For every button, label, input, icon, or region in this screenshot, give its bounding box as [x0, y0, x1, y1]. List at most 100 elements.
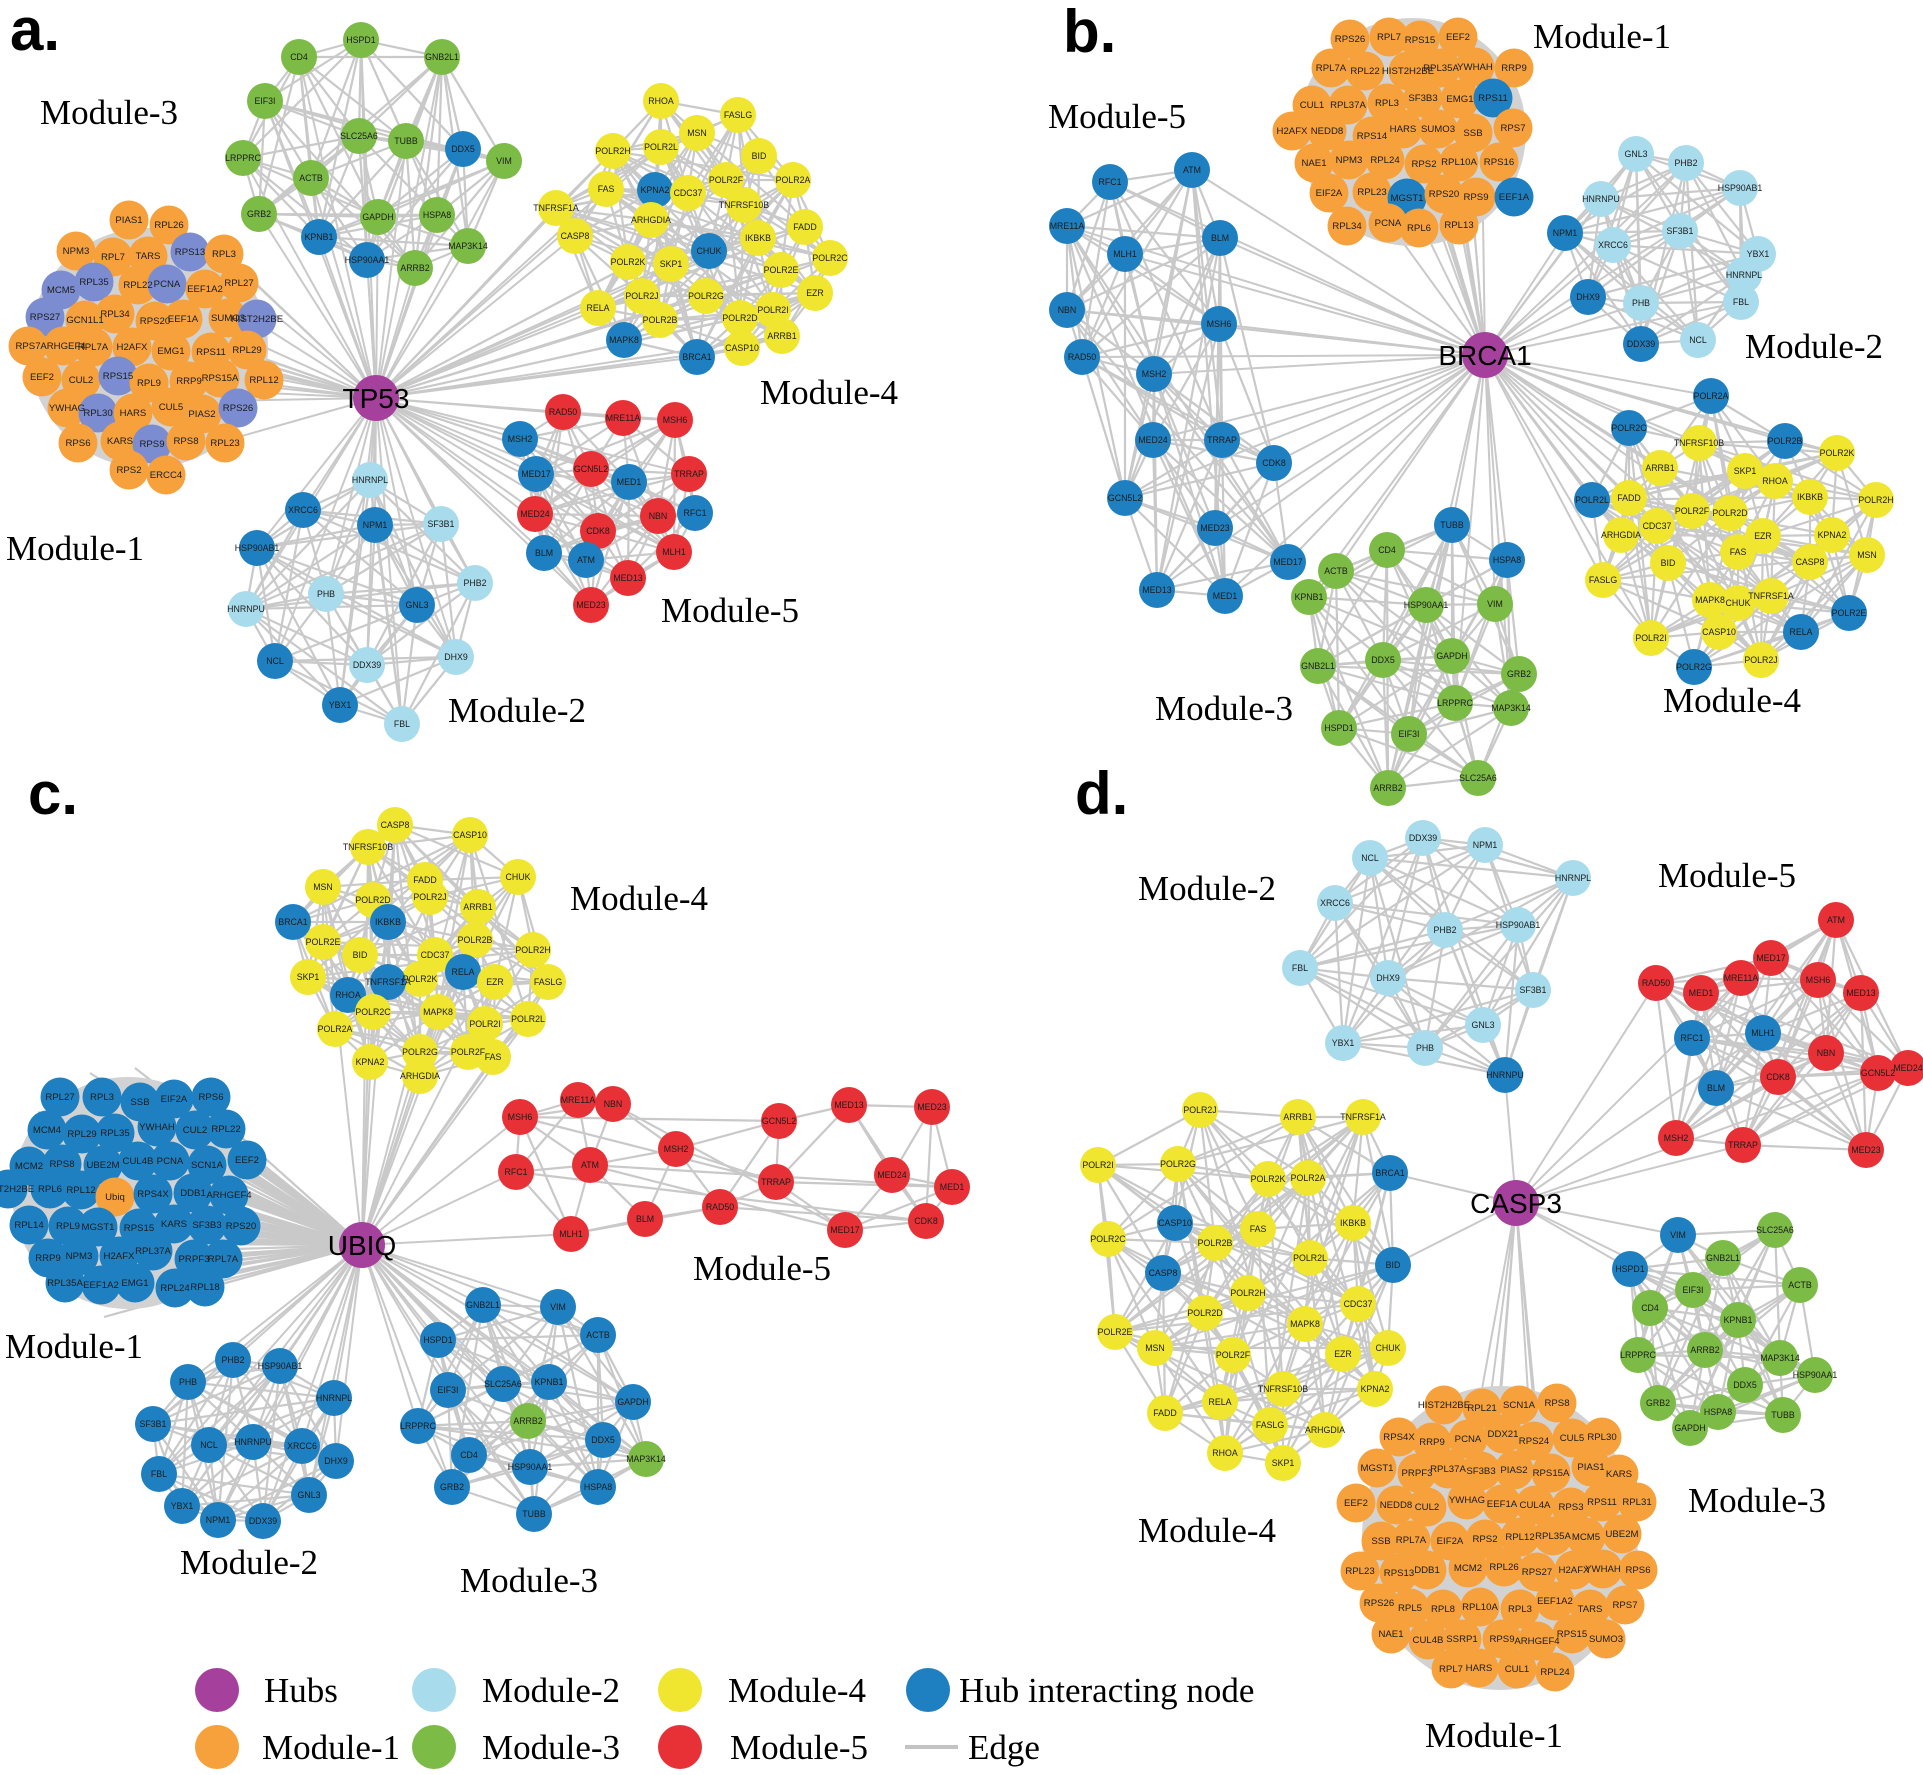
svg-text:Module-2: Module-2 — [1138, 869, 1276, 908]
svg-text:ATM: ATM — [1183, 165, 1201, 175]
svg-text:SKP1: SKP1 — [1734, 466, 1757, 476]
svg-text:FBL: FBL — [151, 1469, 167, 1479]
svg-text:RPL7: RPL7 — [101, 252, 125, 263]
svg-text:RRP9: RRP9 — [35, 1253, 61, 1264]
svg-text:TNFRSF10B: TNFRSF10B — [1674, 438, 1724, 448]
svg-text:RPL9: RPL9 — [56, 1221, 80, 1232]
svg-text:CDK8: CDK8 — [1766, 1072, 1790, 1082]
svg-text:VIM: VIM — [1670, 1230, 1686, 1240]
svg-text:MSH6: MSH6 — [508, 1112, 533, 1122]
svg-text:FADD: FADD — [793, 222, 816, 232]
svg-text:CASP8: CASP8 — [381, 820, 410, 830]
svg-text:NCL: NCL — [1689, 335, 1707, 345]
svg-text:MED17: MED17 — [1756, 953, 1785, 963]
svg-text:MED24: MED24 — [1893, 1063, 1922, 1073]
svg-text:POLR2D: POLR2D — [1187, 1308, 1222, 1318]
svg-text:TUBB: TUBB — [522, 1509, 546, 1519]
svg-text:POLR2H: POLR2H — [515, 945, 550, 955]
svg-text:MAP3K14: MAP3K14 — [1760, 1353, 1800, 1363]
svg-text:SF3B1: SF3B1 — [428, 519, 455, 529]
svg-text:FADD: FADD — [413, 875, 436, 885]
svg-text:EIF3I: EIF3I — [254, 96, 275, 106]
svg-text:NCL: NCL — [1361, 853, 1379, 863]
svg-text:Module-4: Module-4 — [760, 373, 898, 412]
svg-text:TNFRSF1A: TNFRSF1A — [1340, 1112, 1386, 1122]
svg-text:POLR2I: POLR2I — [757, 305, 788, 315]
svg-text:TARS: TARS — [136, 251, 161, 262]
svg-text:NCL: NCL — [266, 656, 284, 666]
svg-text:PHB2: PHB2 — [464, 578, 487, 588]
svg-text:MSH6: MSH6 — [1806, 975, 1831, 985]
svg-text:BLM: BLM — [535, 548, 553, 558]
svg-text:POLR2H: POLR2H — [1858, 495, 1893, 505]
svg-text:GRB2: GRB2 — [1507, 669, 1531, 679]
svg-text:DHX9: DHX9 — [1376, 973, 1400, 983]
svg-text:Ubiq: Ubiq — [105, 1192, 125, 1203]
svg-text:LRPPRC: LRPPRC — [1437, 698, 1473, 708]
svg-text:UBIQ: UBIQ — [328, 1230, 396, 1261]
svg-text:MSH2: MSH2 — [508, 434, 533, 444]
svg-text:RPL10A: RPL10A — [1441, 157, 1477, 168]
svg-text:XRCC6: XRCC6 — [288, 505, 318, 515]
svg-text:KPNA2: KPNA2 — [1818, 530, 1847, 540]
svg-text:RRP9: RRP9 — [1501, 63, 1527, 74]
svg-text:HARS: HARS — [1390, 124, 1417, 135]
svg-text:MED1: MED1 — [617, 477, 642, 487]
svg-text:MED17: MED17 — [830, 1225, 859, 1235]
svg-text:MLH1: MLH1 — [559, 1229, 583, 1239]
svg-text:GAPDH: GAPDH — [1436, 651, 1467, 661]
svg-text:CASP8: CASP8 — [561, 231, 590, 241]
svg-text:KPNA2: KPNA2 — [1361, 1384, 1390, 1394]
svg-text:ARRB2: ARRB2 — [1690, 1345, 1719, 1355]
svg-text:RPS26: RPS26 — [1364, 1598, 1394, 1609]
svg-text:PIAS1: PIAS1 — [115, 215, 142, 226]
svg-text:HIST2H2BE: HIST2H2BE — [231, 314, 283, 325]
svg-text:GRB2: GRB2 — [440, 1482, 464, 1492]
svg-text:CUL1: CUL1 — [1300, 100, 1325, 111]
svg-text:SKP1: SKP1 — [1272, 1458, 1295, 1468]
svg-text:RFC1: RFC1 — [1681, 1033, 1704, 1043]
svg-text:HSPA8: HSPA8 — [1493, 555, 1521, 565]
svg-text:Edge: Edge — [968, 1728, 1040, 1767]
svg-text:POLR2K: POLR2K — [1251, 1174, 1286, 1184]
svg-text:HSPA8: HSPA8 — [584, 1482, 612, 1492]
svg-text:RAD50: RAD50 — [706, 1202, 734, 1212]
svg-text:HSP90AA1: HSP90AA1 — [345, 255, 390, 265]
svg-text:POLR2C: POLR2C — [1090, 1234, 1126, 1244]
svg-text:Module-5: Module-5 — [1658, 856, 1796, 895]
svg-text:TNFRSF1A: TNFRSF1A — [1748, 591, 1794, 601]
svg-text:RPL24: RPL24 — [160, 1283, 190, 1294]
svg-text:POLR2E: POLR2E — [306, 937, 341, 947]
svg-text:Module-4: Module-4 — [570, 879, 708, 918]
svg-text:ARHGEF4: ARHGEF4 — [206, 1190, 252, 1201]
svg-text:MGST1: MGST1 — [1390, 193, 1423, 204]
svg-text:RPS24: RPS24 — [1519, 1436, 1550, 1447]
svg-text:EZR: EZR — [486, 977, 504, 987]
svg-text:EEF1A2: EEF1A2 — [187, 284, 223, 295]
svg-text:RPS15: RPS15 — [1405, 35, 1435, 46]
svg-text:SUMO3: SUMO3 — [1589, 1634, 1623, 1645]
svg-text:POLR2E: POLR2E — [1098, 1327, 1133, 1337]
svg-text:RPL24: RPL24 — [1540, 1667, 1570, 1678]
svg-text:POLR2G: POLR2G — [1160, 1159, 1196, 1169]
svg-text:EIF3I: EIF3I — [1682, 1285, 1703, 1295]
svg-text:CUL2: CUL2 — [1415, 1502, 1440, 1513]
svg-text:KARS: KARS — [1606, 1469, 1632, 1480]
svg-text:MGST1: MGST1 — [81, 1222, 114, 1233]
svg-text:SF3B3: SF3B3 — [1408, 93, 1437, 104]
svg-text:CUL2: CUL2 — [69, 375, 94, 386]
svg-text:RPL22: RPL22 — [1350, 66, 1379, 77]
svg-text:RPL26: RPL26 — [1489, 1562, 1518, 1573]
svg-text:EIF2A: EIF2A — [1316, 188, 1343, 199]
svg-text:TRRAP: TRRAP — [674, 469, 704, 479]
svg-text:TRRAP: TRRAP — [761, 1177, 791, 1187]
svg-text:MSN: MSN — [1145, 1343, 1165, 1353]
svg-text:IKBKB: IKBKB — [375, 917, 401, 927]
svg-text:RPS2: RPS2 — [1411, 159, 1436, 170]
svg-text:RPL12: RPL12 — [249, 375, 278, 386]
svg-text:KPNA2: KPNA2 — [641, 185, 670, 195]
svg-text:RPS26: RPS26 — [223, 403, 253, 414]
svg-text:RPL24: RPL24 — [1370, 155, 1400, 166]
svg-text:RPL27: RPL27 — [224, 278, 253, 289]
svg-text:Module-1: Module-1 — [262, 1728, 400, 1767]
